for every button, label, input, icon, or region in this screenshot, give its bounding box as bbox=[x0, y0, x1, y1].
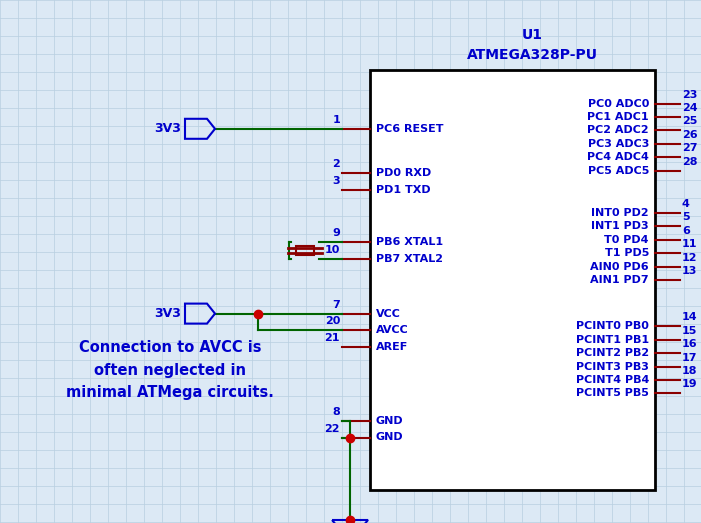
Text: PC2 ADC2: PC2 ADC2 bbox=[587, 126, 649, 135]
Text: 3V3: 3V3 bbox=[154, 307, 181, 320]
Text: T1 PD5: T1 PD5 bbox=[605, 248, 649, 258]
Text: Connection to AVCC is
often neglected in
minimal ATMega circuits.: Connection to AVCC is often neglected in… bbox=[66, 340, 274, 400]
Text: 23: 23 bbox=[682, 89, 697, 99]
Text: 5: 5 bbox=[682, 212, 690, 222]
Text: PCINT0 PB0: PCINT0 PB0 bbox=[576, 321, 649, 331]
Text: INT1 PD3: INT1 PD3 bbox=[592, 221, 649, 231]
Text: 1: 1 bbox=[332, 115, 340, 125]
Text: 19: 19 bbox=[682, 379, 697, 390]
Text: 26: 26 bbox=[682, 130, 697, 140]
Text: PCINT2 PB2: PCINT2 PB2 bbox=[576, 348, 649, 358]
Text: 18: 18 bbox=[682, 366, 697, 376]
Text: PC5 ADC5: PC5 ADC5 bbox=[587, 166, 649, 176]
Bar bbox=[370, 70, 655, 490]
Text: 12: 12 bbox=[682, 253, 697, 263]
Text: 17: 17 bbox=[682, 353, 697, 362]
Text: PD1 TXD: PD1 TXD bbox=[376, 185, 430, 195]
Text: PC1 ADC1: PC1 ADC1 bbox=[587, 112, 649, 122]
Text: AREF: AREF bbox=[376, 342, 408, 352]
Text: 11: 11 bbox=[682, 239, 697, 249]
Text: PB7 XTAL2: PB7 XTAL2 bbox=[376, 254, 443, 264]
Text: AIN0 PD6: AIN0 PD6 bbox=[590, 262, 649, 271]
Text: 15: 15 bbox=[682, 326, 697, 336]
Text: 14: 14 bbox=[682, 312, 697, 322]
Text: T0 PD4: T0 PD4 bbox=[604, 235, 649, 245]
Text: PC4 ADC4: PC4 ADC4 bbox=[587, 152, 649, 162]
Text: 6: 6 bbox=[682, 226, 690, 236]
Text: ATMEGA328P-PU: ATMEGA328P-PU bbox=[467, 48, 598, 62]
Text: PCINT1 PB1: PCINT1 PB1 bbox=[576, 335, 649, 345]
Text: INT0 PD2: INT0 PD2 bbox=[592, 208, 649, 218]
Text: 25: 25 bbox=[682, 117, 697, 127]
Text: 16: 16 bbox=[682, 339, 697, 349]
Text: 24: 24 bbox=[682, 103, 697, 113]
Bar bbox=[296, 246, 314, 255]
Text: PD0 RXD: PD0 RXD bbox=[376, 168, 431, 178]
Text: 3V3: 3V3 bbox=[154, 122, 181, 135]
Text: U1: U1 bbox=[522, 28, 543, 42]
Text: 22: 22 bbox=[325, 424, 340, 434]
Text: PB6 XTAL1: PB6 XTAL1 bbox=[376, 237, 443, 247]
Text: PC0 ADC0: PC0 ADC0 bbox=[587, 99, 649, 109]
Text: 10: 10 bbox=[325, 245, 340, 255]
Text: 9: 9 bbox=[332, 228, 340, 238]
Text: PCINT3 PB3: PCINT3 PB3 bbox=[576, 361, 649, 371]
Text: PC6 RESET: PC6 RESET bbox=[376, 124, 444, 134]
Text: VCC: VCC bbox=[376, 309, 401, 319]
Text: PC3 ADC3: PC3 ADC3 bbox=[587, 139, 649, 149]
Text: 3: 3 bbox=[332, 176, 340, 186]
Text: 7: 7 bbox=[332, 300, 340, 310]
Text: PCINT4 PB4: PCINT4 PB4 bbox=[576, 375, 649, 385]
Text: 2: 2 bbox=[332, 159, 340, 169]
Text: GND: GND bbox=[376, 416, 404, 426]
Text: GND: GND bbox=[376, 433, 404, 442]
Text: 20: 20 bbox=[325, 316, 340, 326]
Text: 13: 13 bbox=[682, 266, 697, 276]
Text: 21: 21 bbox=[325, 333, 340, 343]
Text: 8: 8 bbox=[332, 407, 340, 417]
Text: 4: 4 bbox=[682, 199, 690, 209]
Text: PCINT5 PB5: PCINT5 PB5 bbox=[576, 389, 649, 399]
Text: AIN1 PD7: AIN1 PD7 bbox=[590, 275, 649, 285]
Text: 28: 28 bbox=[682, 157, 697, 167]
Text: AVCC: AVCC bbox=[376, 325, 409, 335]
Text: 27: 27 bbox=[682, 143, 697, 153]
